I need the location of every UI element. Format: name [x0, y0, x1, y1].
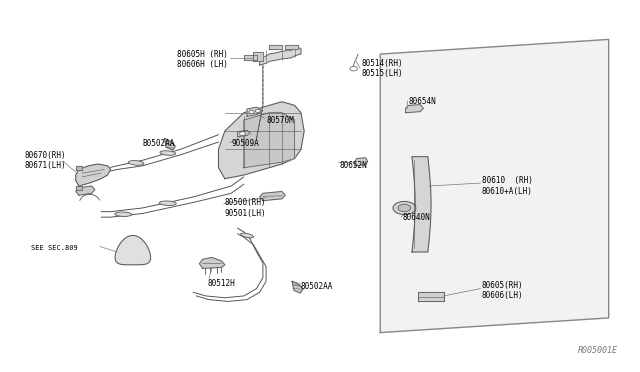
Text: R005001E: R005001E	[578, 346, 618, 355]
Text: 80605(RH)
80606(LH): 80605(RH) 80606(LH)	[482, 281, 524, 300]
Polygon shape	[412, 157, 431, 252]
Polygon shape	[237, 130, 250, 137]
Polygon shape	[244, 55, 257, 60]
Text: 80670(RH)
80671(LH): 80670(RH) 80671(LH)	[25, 151, 67, 170]
Circle shape	[393, 201, 416, 215]
Polygon shape	[76, 186, 95, 195]
Ellipse shape	[128, 161, 144, 165]
Text: 90509A: 90509A	[231, 140, 259, 148]
Text: 80502AA: 80502AA	[301, 282, 333, 291]
Text: 80640N: 80640N	[403, 213, 430, 222]
Circle shape	[350, 67, 357, 71]
Text: B0502AA: B0502AA	[142, 140, 175, 148]
Ellipse shape	[241, 233, 253, 238]
Polygon shape	[260, 48, 301, 65]
Polygon shape	[244, 113, 294, 168]
Polygon shape	[292, 281, 303, 293]
Polygon shape	[115, 235, 150, 265]
Polygon shape	[218, 102, 304, 179]
Polygon shape	[285, 45, 298, 49]
Circle shape	[255, 109, 260, 112]
Text: 80610  (RH)
80610+A(LH): 80610 (RH) 80610+A(LH)	[482, 176, 532, 196]
Ellipse shape	[115, 212, 132, 217]
Text: 80652N: 80652N	[339, 161, 367, 170]
Ellipse shape	[160, 151, 175, 155]
Polygon shape	[406, 105, 424, 113]
Polygon shape	[355, 158, 367, 166]
Text: 80512H: 80512H	[208, 279, 236, 288]
Text: 80570M: 80570M	[266, 116, 294, 125]
Polygon shape	[269, 45, 282, 49]
Polygon shape	[76, 186, 82, 190]
Text: 80500(RH)
90501(LH): 80500(RH) 90501(LH)	[225, 198, 266, 218]
Polygon shape	[380, 39, 609, 333]
Polygon shape	[200, 257, 225, 269]
Text: SEE SEC.809: SEE SEC.809	[31, 245, 78, 251]
Polygon shape	[247, 107, 263, 116]
Polygon shape	[76, 164, 111, 186]
Text: 80605H (RH)
80606H (LH): 80605H (RH) 80606H (LH)	[177, 50, 228, 69]
Polygon shape	[253, 52, 263, 61]
Ellipse shape	[159, 201, 176, 205]
Circle shape	[239, 132, 246, 135]
Text: 80654N: 80654N	[409, 97, 436, 106]
Polygon shape	[419, 292, 444, 301]
Polygon shape	[164, 138, 175, 150]
Polygon shape	[260, 192, 285, 201]
Polygon shape	[76, 166, 82, 170]
Text: 80514(RH)
80515(LH): 80514(RH) 80515(LH)	[361, 59, 403, 78]
Circle shape	[398, 204, 411, 212]
Circle shape	[249, 110, 254, 113]
